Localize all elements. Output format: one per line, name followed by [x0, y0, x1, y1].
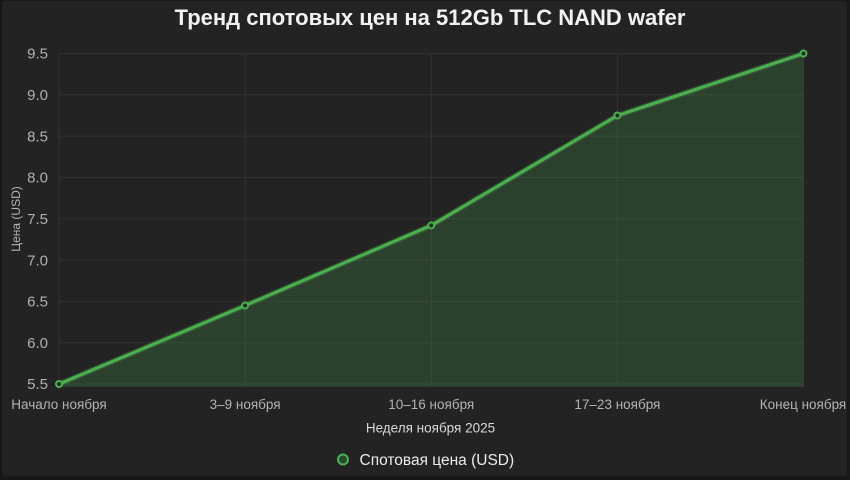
svg-text:7.0: 7.0 [27, 252, 48, 269]
svg-text:9.0: 9.0 [27, 87, 48, 104]
svg-text:7.5: 7.5 [27, 211, 48, 228]
svg-text:17–23 ноября: 17–23 ноября [574, 397, 660, 412]
svg-text:Спотовая цена (USD): Спотовая цена (USD) [360, 452, 515, 469]
svg-text:5.5: 5.5 [27, 376, 48, 393]
svg-text:9.5: 9.5 [27, 46, 48, 63]
svg-text:Конец ноября: Конец ноября [760, 397, 847, 412]
svg-text:Неделя ноября 2025: Неделя ноября 2025 [366, 421, 495, 436]
svg-text:6.5: 6.5 [27, 294, 48, 311]
svg-text:Цена (USD): Цена (USD) [9, 186, 23, 252]
svg-text:Тренд спотовых цен на 512Gb TL: Тренд спотовых цен на 512Gb TLC NAND waf… [175, 5, 686, 30]
svg-text:Начало ноября: Начало ноября [11, 397, 106, 412]
svg-text:10–16 ноября: 10–16 ноября [388, 397, 474, 412]
svg-text:3–9 ноября: 3–9 ноября [210, 397, 281, 412]
svg-text:6.0: 6.0 [27, 335, 48, 352]
svg-text:8.5: 8.5 [27, 128, 48, 145]
svg-text:8.0: 8.0 [27, 170, 48, 187]
